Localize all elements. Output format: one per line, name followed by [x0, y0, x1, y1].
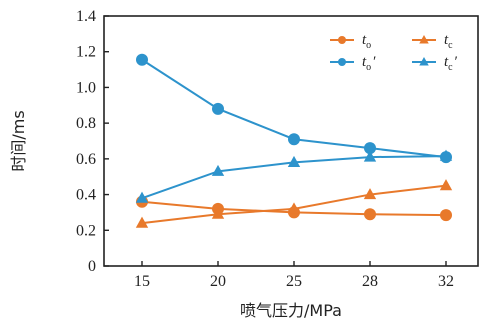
- data-point: [287, 155, 301, 167]
- data-point: [364, 208, 376, 221]
- data-point: [288, 133, 300, 146]
- legend-marker: [338, 58, 346, 66]
- x-axis-title: 喷气压力/MPa: [240, 301, 342, 320]
- x-tick-label: 15: [134, 273, 150, 290]
- legend-item: to: [330, 32, 371, 51]
- y-tick-label: 0: [88, 258, 96, 275]
- series-t-c: [135, 179, 453, 228]
- x-tick-label: 28: [362, 273, 378, 290]
- series-layer: [135, 53, 453, 228]
- legend-label: tc′: [444, 54, 458, 73]
- data-point: [212, 102, 224, 115]
- data-point: [440, 209, 452, 222]
- y-axis-title: 时间/ms: [9, 110, 28, 171]
- plot-frame: [103, 15, 479, 267]
- data-point: [135, 216, 149, 228]
- legend-marker: [419, 57, 429, 66]
- data-point: [363, 150, 377, 162]
- legend-label: to: [362, 32, 371, 51]
- legend-label: to′: [362, 54, 376, 73]
- y-tick-label: 0.2: [76, 222, 96, 239]
- data-point: [135, 191, 149, 203]
- y-tick-label: 0.4: [76, 187, 96, 204]
- y-tick-label: 1.0: [76, 79, 96, 96]
- legend-item: to′: [330, 54, 376, 73]
- series-t-c-prime: [135, 149, 453, 203]
- data-point: [439, 149, 453, 161]
- axes: 0 0.2 0.4 0.6 0.8 1.0 1.2 1.4 15 20 25 28 32: [76, 8, 479, 290]
- y-tick-label: 0.6: [76, 151, 96, 168]
- legend-label: tc: [444, 32, 453, 51]
- data-point: [136, 53, 148, 66]
- y-tick-label: 1.2: [76, 44, 96, 61]
- legend-item: tc: [412, 32, 453, 51]
- data-point: [287, 202, 301, 214]
- legend-marker: [419, 35, 429, 44]
- series-t-o-prime: [136, 53, 452, 164]
- legend-marker: [338, 36, 346, 44]
- x-tick-label: 20: [210, 273, 226, 290]
- legend-item: tc′: [412, 54, 458, 73]
- data-point: [439, 179, 453, 191]
- y-tick-label: 0.8: [76, 115, 96, 132]
- data-point: [363, 188, 377, 200]
- data-point: [364, 142, 376, 155]
- y-tick-label: 1.4: [76, 8, 96, 25]
- x-tick-label: 25: [286, 273, 302, 290]
- data-point: [211, 164, 225, 176]
- x-tick-label: 32: [438, 273, 454, 290]
- legend: to tc to′ tc′: [330, 32, 458, 73]
- data-point: [211, 207, 225, 219]
